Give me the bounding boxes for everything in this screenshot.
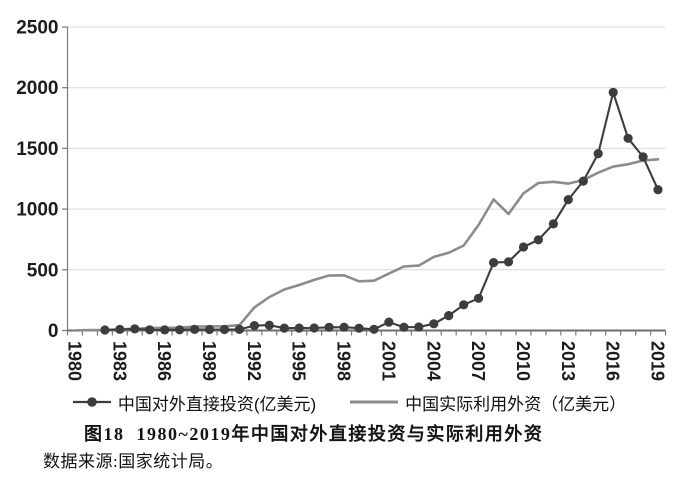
odi-series-marker-icon xyxy=(72,397,111,407)
legend-label-fdi: 中国实际利用外资（亿美元） xyxy=(405,394,627,414)
odi-data-point xyxy=(100,325,110,335)
odi-data-point xyxy=(399,322,409,332)
odi-data-point xyxy=(294,323,304,333)
odi-data-point xyxy=(339,322,349,332)
odi-data-point xyxy=(474,293,484,303)
odi-data-point xyxy=(638,152,648,162)
x-axis-tick-label: 2010 xyxy=(513,341,533,381)
x-axis-tick-label: 1983 xyxy=(109,341,129,381)
figure-caption: 图18 1980~2019年中国对外直接投资与实际利用外资 xyxy=(84,424,544,444)
odi-data-point xyxy=(444,311,454,321)
x-axis-tick-label: 1995 xyxy=(289,341,309,381)
odi-data-point xyxy=(354,323,364,333)
odi-data-point xyxy=(204,324,215,335)
x-axis-tick-label: 1986 xyxy=(154,341,174,381)
odi-data-point xyxy=(234,324,244,334)
odi-data-point xyxy=(219,324,230,335)
odi-data-point xyxy=(160,325,170,335)
odi-data-point xyxy=(593,149,603,159)
odi-data-point xyxy=(175,325,185,335)
odi-data-point xyxy=(264,320,274,330)
odi-data-point xyxy=(130,324,140,334)
odi-data-point xyxy=(503,257,514,267)
odi-data-point xyxy=(429,319,439,329)
legend-item-fdi: 中国实际利用外资（亿美元） xyxy=(350,390,626,415)
odi-data-point xyxy=(279,323,289,333)
x-axis-tick-label: 2013 xyxy=(558,341,578,381)
odi-data-point xyxy=(190,324,200,334)
legend-label-odi: 中国对外直接投资(亿美元) xyxy=(117,394,317,414)
y-axis-tick-label: 0 xyxy=(48,321,59,342)
x-axis-tick-label: 1998 xyxy=(334,341,354,381)
odi-data-point xyxy=(653,185,663,195)
y-axis-tick-label: 500 xyxy=(27,260,59,281)
y-axis-tick-label: 1500 xyxy=(16,139,58,160)
odi-data-point xyxy=(309,323,319,333)
odi-data-point xyxy=(563,195,573,205)
odi-data-point xyxy=(623,133,633,143)
fdi-series-line xyxy=(73,158,660,332)
x-axis-tick-label: 2004 xyxy=(423,341,443,381)
odi-data-point xyxy=(145,325,155,335)
line-chart: 0 500 1000 1500 2000 2500 1980 1983 1986 1989 1992… xyxy=(16,17,668,381)
x-axis-tick-label: 2007 xyxy=(468,341,488,381)
y-axis-tick-label: 2000 xyxy=(16,78,58,99)
odi-data-point xyxy=(578,176,588,186)
odi-data-point xyxy=(369,324,379,334)
fdi-series-marker-icon xyxy=(350,400,399,404)
x-axis-tick-label: 2016 xyxy=(603,341,623,381)
legend-item-odi: 中国对外直接投资(亿美元) xyxy=(72,390,317,415)
x-axis-tick-label: 2001 xyxy=(378,341,398,381)
odi-data-point xyxy=(459,300,469,310)
y-axis-tick-label: 1000 xyxy=(16,200,58,221)
odi-data-point xyxy=(384,317,394,327)
x-axis-tick-label: 1989 xyxy=(199,341,219,381)
odi-data-point xyxy=(533,235,544,245)
y-axis-tick-label: 2500 xyxy=(16,17,58,38)
odi-data-point xyxy=(489,258,499,268)
odi-data-point xyxy=(518,242,529,252)
x-axis-tick-label: 1992 xyxy=(244,341,264,381)
odi-series-line xyxy=(103,91,660,332)
x-axis-tick-label: 1980 xyxy=(64,341,84,381)
odi-data-point xyxy=(324,322,334,332)
data-source-note: 数据来源:国家统计局。 xyxy=(43,452,224,471)
odi-data-point xyxy=(249,321,259,331)
odi-data-point xyxy=(414,322,424,332)
chart-legend: 中国对外直接投资(亿美元) 中国实际利用外资（亿美元） xyxy=(0,390,699,414)
x-axis-tick-label: 2019 xyxy=(648,341,668,381)
odi-data-point xyxy=(608,87,618,97)
odi-data-point xyxy=(548,219,559,229)
odi-data-point xyxy=(115,324,125,334)
